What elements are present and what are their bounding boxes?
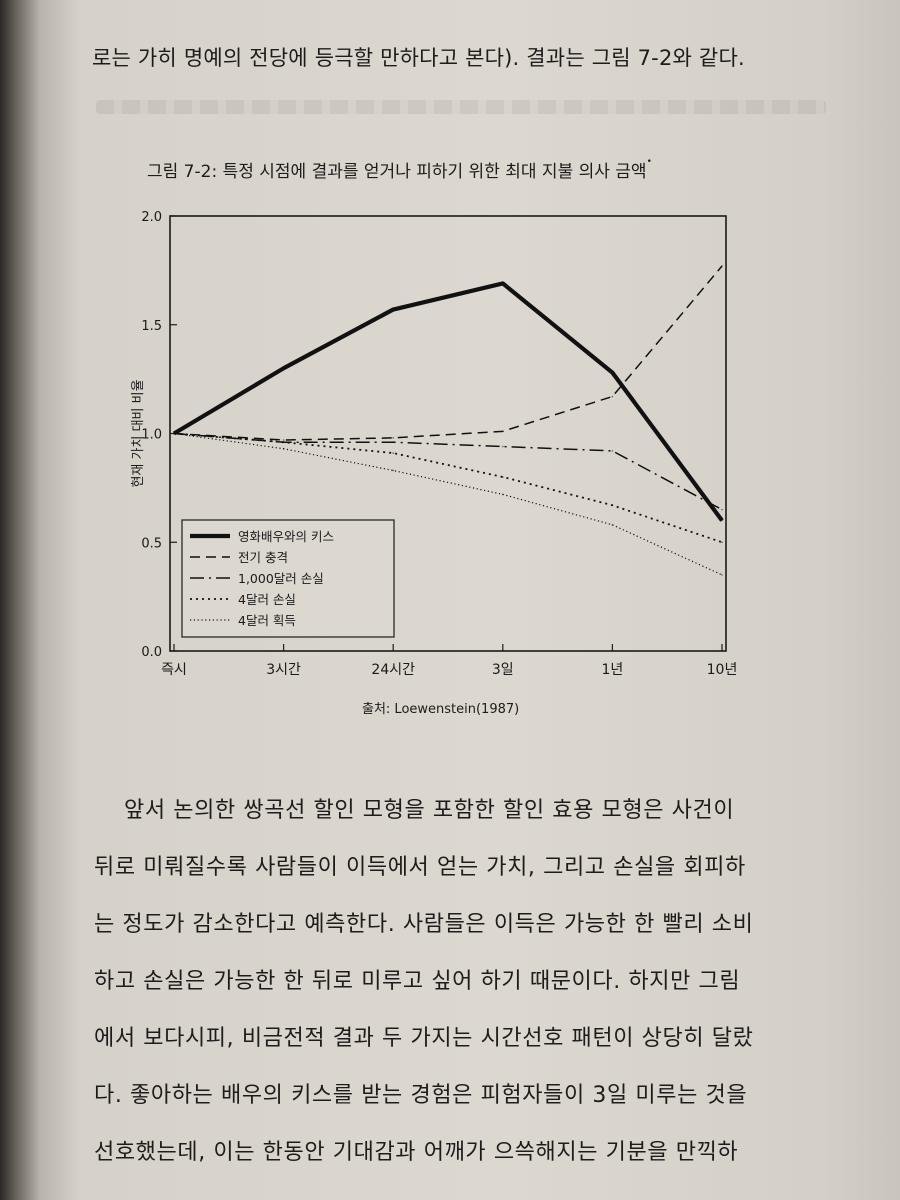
data-point xyxy=(611,450,614,452)
legend-label: 영화배우와의 키스 xyxy=(238,529,334,544)
x-tick-label: 3시간 xyxy=(266,662,301,678)
body-line: 뒤로 미뤄질수록 사람들이 이득에서 얻는 가치, 그리고 손실을 회피하 xyxy=(94,855,746,880)
x-tick-label: 3일 xyxy=(492,662,514,678)
legend-label: 4달러 획득 xyxy=(238,613,296,628)
body-line: 앞서 논의한 쌍곡선 할인 모형을 포함한 할인 효용 모형은 사건이 xyxy=(124,798,735,823)
body-line: 는 정도가 감소한다고 예측한다. 사람들은 이득은 가능한 한 빨리 소비 xyxy=(94,912,754,937)
data-point xyxy=(392,469,395,472)
chart-axes: 0.0 0.5 1.0 1.5 2.0 즉시 3시간 24시간 3일 1년 10년 현재 가치 대비 … xyxy=(131,210,737,678)
data-point xyxy=(721,541,723,544)
figure-title-text: 그림 7-2: 특정 시점에 결과를 얻거나 피하기 위한 최대 지불 의사 금… xyxy=(147,162,647,182)
x-tick-label: 1년 xyxy=(602,662,624,678)
data-point xyxy=(611,524,614,526)
y-tick-label: 1.5 xyxy=(141,319,162,334)
chart-series xyxy=(172,265,724,576)
figure-source: 출처: Loewenstein(1987) xyxy=(362,702,520,717)
data-point xyxy=(721,508,723,511)
data-point xyxy=(502,476,504,478)
data-point xyxy=(502,430,504,433)
data-point xyxy=(721,519,723,522)
legend-label: 1,000달러 손실 xyxy=(238,571,324,586)
series-line-1 xyxy=(173,265,723,441)
data-point xyxy=(282,441,285,443)
y-axis-label: 현재 가치 대비 비율 xyxy=(131,379,146,487)
y-tick-label: 0.0 xyxy=(141,645,162,660)
series-line-2 xyxy=(173,432,723,511)
series-line-3 xyxy=(173,432,723,544)
data-point xyxy=(611,504,614,507)
figure-title-mark: • xyxy=(646,157,652,167)
data-point xyxy=(392,308,395,311)
data-point xyxy=(502,445,504,448)
body-line: 선호했는데, 이는 한동안 기대감과 어깨가 으쓱해지는 기분을 만끽하 xyxy=(94,1140,739,1165)
data-point xyxy=(721,574,723,576)
data-point xyxy=(502,282,504,285)
legend-label: 전기 충격 xyxy=(238,550,288,565)
figure-title: 그림 7-2: 특정 시점에 결과를 얻거나 피하기 위한 최대 지불 의사 금… xyxy=(147,157,652,182)
series-line-4 xyxy=(173,432,723,576)
body-line: 다. 좋아하는 배우의 키스를 받는 경험은 피험자들이 3일 미루는 것을 xyxy=(94,1083,748,1108)
y-tick-label: 2.0 xyxy=(141,210,162,225)
data-point xyxy=(282,367,285,370)
data-point xyxy=(611,395,614,398)
legend-label: 4달러 손실 xyxy=(238,592,296,607)
data-point xyxy=(502,493,504,496)
x-tick-label: 24시간 xyxy=(371,662,415,678)
data-point xyxy=(282,439,285,441)
data-point xyxy=(721,265,723,267)
bleed-through-text xyxy=(96,100,826,114)
data-point xyxy=(173,432,175,435)
y-tick-label: 0.5 xyxy=(141,536,162,551)
x-tick-label: 10년 xyxy=(707,662,738,678)
data-point xyxy=(392,441,395,443)
y-tick-label: 1.0 xyxy=(141,428,162,443)
data-point xyxy=(392,437,395,439)
data-point xyxy=(611,371,614,374)
body-line: 에서 보다시피, 비금전적 결과 두 가지는 시간선호 패턴이 상당히 달랐 xyxy=(94,1026,754,1051)
paragraph-top-line: 로는 가히 명예의 전당에 등극할 만하다고 본다). 결과는 그림 7-2와 … xyxy=(92,46,745,70)
figure-7-2-chart: 0.0 0.5 1.0 1.5 2.0 즉시 3시간 24시간 3일 1년 10년 현재 가치 대비 … xyxy=(131,210,737,678)
data-point xyxy=(392,452,395,454)
body-line: 하고 손실은 가능한 한 뒤로 미루고 싶어 하기 때문이다. 하지만 그림 xyxy=(94,969,741,994)
data-point xyxy=(282,447,285,450)
x-tick-label: 즉시 xyxy=(161,662,187,678)
series-line-0 xyxy=(172,281,724,522)
